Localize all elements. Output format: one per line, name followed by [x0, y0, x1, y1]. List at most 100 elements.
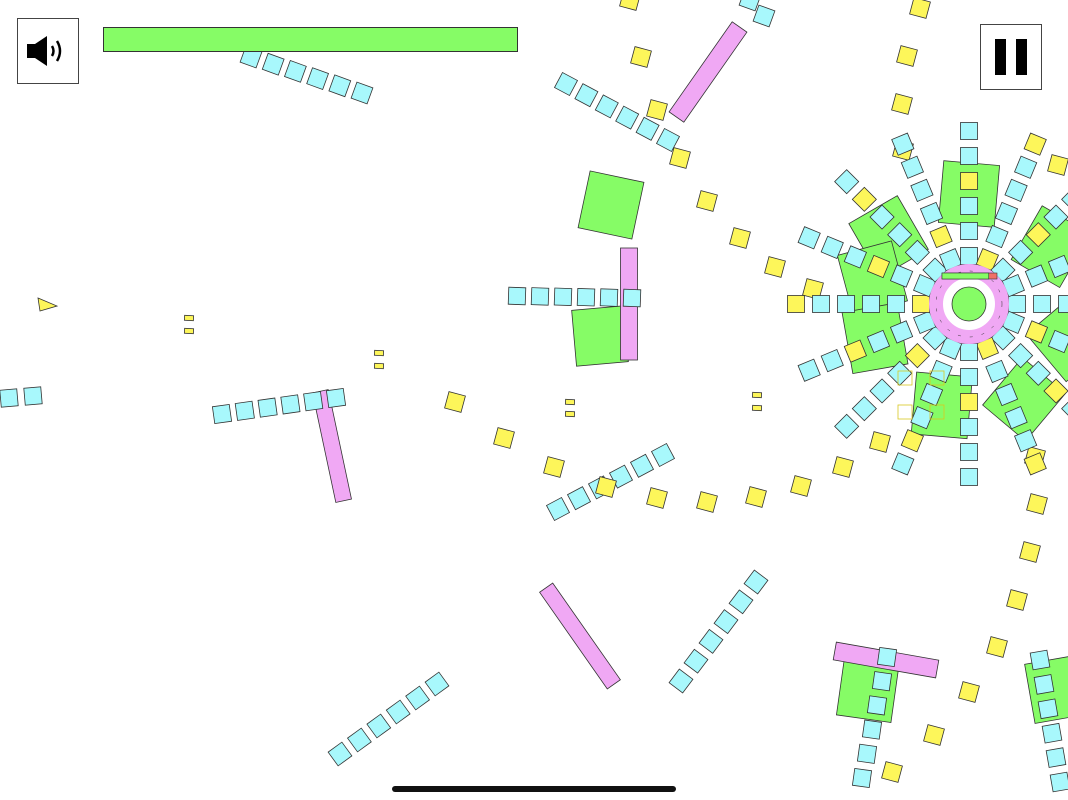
yellow-bullet [960, 172, 978, 190]
boss-green-armor [937, 160, 1001, 228]
yellow-bullet [1019, 541, 1041, 563]
cyan-block [23, 386, 43, 406]
yellow-bullet [923, 724, 945, 746]
yellow-bullet [790, 475, 812, 497]
target-bracket [897, 370, 913, 386]
cyan-block [594, 94, 619, 119]
yellow-bullet [900, 429, 924, 453]
yellow-bullet [851, 186, 877, 212]
yellow-bullet [1023, 452, 1047, 476]
cyan-block [820, 235, 844, 259]
cyan-block [1047, 329, 1068, 354]
target-bracket [929, 370, 945, 386]
yellow-bullet [881, 761, 903, 783]
cyan-block [891, 452, 915, 476]
cyan-block [655, 127, 681, 153]
yellow-bullet [493, 427, 515, 449]
yellow-shard [373, 349, 385, 357]
yellow-bullet [729, 227, 751, 249]
cyan-block [1047, 254, 1068, 279]
cyan-block [346, 727, 372, 753]
cyan-block [615, 105, 640, 130]
pause-icon [995, 39, 1027, 75]
cyan-block [280, 394, 301, 415]
yellow-bullet [444, 391, 466, 413]
cyan-block [889, 320, 914, 344]
cyan-block [1058, 295, 1068, 313]
cyan-block [812, 295, 830, 313]
cyan-block [650, 442, 676, 468]
cyan-block [566, 486, 592, 511]
cyan-block [1029, 649, 1051, 671]
cyan-block [1043, 204, 1068, 230]
green-block [571, 305, 629, 367]
triangle-ship-icon [37, 297, 59, 312]
cyan-block [820, 349, 844, 373]
pause-button[interactable] [980, 24, 1042, 90]
yellow-bullet [1023, 132, 1047, 156]
target-bracket [897, 404, 913, 420]
cyan-block [1008, 295, 1026, 313]
yellow-bullet [904, 343, 930, 369]
yellow-bullet [832, 456, 854, 478]
yellow-bullet [960, 393, 978, 411]
cyan-block [1049, 771, 1068, 793]
cyan-block [1033, 674, 1055, 695]
cyan-block [887, 295, 905, 313]
cyan-block [743, 569, 769, 595]
cyan-block [576, 287, 596, 307]
cyan-block [861, 719, 883, 740]
cyan-block [985, 359, 1009, 384]
cyan-block [0, 388, 19, 408]
yellow-bullet [787, 295, 805, 313]
cyan-block [834, 169, 860, 195]
yellow-bullet [630, 46, 652, 68]
cyan-block [851, 396, 877, 422]
cyan-block [889, 264, 914, 288]
cyan-block [1025, 360, 1051, 386]
sound-button[interactable] [17, 18, 79, 84]
cyan-block [683, 648, 709, 674]
yellow-bullet [595, 476, 617, 498]
cyan-block [856, 743, 878, 764]
cyan-block [910, 406, 934, 430]
cyan-block [350, 81, 374, 105]
cyan-block [960, 197, 978, 215]
speaker-volume-icon [27, 36, 62, 66]
target-bracket [929, 404, 945, 420]
cyan-block [960, 222, 978, 240]
cyan-block [622, 288, 642, 308]
yellow-shard [183, 314, 195, 322]
cyan-block [960, 368, 978, 386]
cyan-block [871, 671, 893, 692]
cyan-block [929, 359, 953, 384]
cyan-block [960, 468, 978, 486]
player-health-bar [103, 27, 518, 52]
yellow-bullet [764, 256, 786, 278]
home-indicator[interactable] [392, 786, 676, 792]
cyan-block [797, 226, 821, 250]
cyan-block [385, 699, 411, 725]
cyan-block [887, 360, 913, 386]
cyan-block [910, 178, 934, 202]
yellow-bullet [646, 99, 668, 121]
cyan-block [904, 239, 930, 265]
cyan-block [1004, 178, 1028, 202]
cyan-block [405, 685, 431, 711]
cyan-block [507, 286, 527, 306]
cyan-block [960, 122, 978, 140]
cyan-block [306, 67, 330, 91]
cyan-block [713, 609, 739, 635]
yellow-bullet [1024, 320, 1049, 344]
cyan-block [900, 155, 924, 179]
yellow-bullet [1043, 378, 1068, 404]
cyan-block [869, 378, 895, 404]
cyan-block [1041, 722, 1063, 744]
cyan-block [985, 224, 1009, 249]
cyan-block [211, 403, 233, 425]
yellow-shard [751, 391, 763, 399]
cyan-block [837, 295, 855, 313]
boss-core [951, 286, 987, 322]
yellow-bullet [543, 456, 565, 478]
